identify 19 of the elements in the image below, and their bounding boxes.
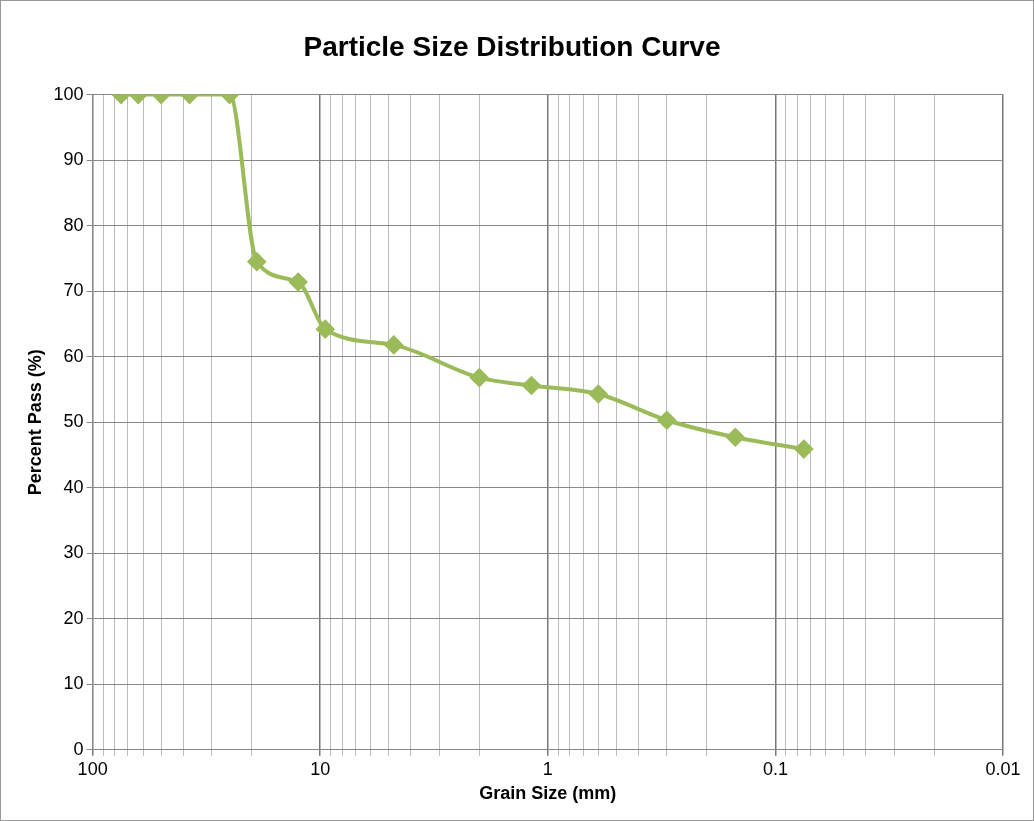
- x-tick-label: 10: [310, 758, 331, 779]
- y-tick-label: 0: [73, 738, 84, 759]
- y-axis-title: Percent Pass (%): [24, 349, 45, 496]
- y-tick-label: 40: [63, 476, 84, 497]
- x-tick-label: 0.01: [985, 758, 1021, 779]
- y-tick-label: 20: [63, 607, 84, 628]
- chart-title: Particle Size Distribution Curve: [303, 30, 721, 62]
- y-tick-label: 50: [63, 411, 84, 432]
- y-tick-label: 100: [53, 83, 84, 104]
- y-tick-label: 80: [63, 214, 84, 235]
- x-tick-label: 1: [542, 758, 553, 779]
- y-tick-label: 90: [63, 149, 84, 170]
- x-tick-label: 100: [77, 758, 108, 779]
- x-tick-label: 0.1: [762, 758, 788, 779]
- y-tick-label: 30: [63, 542, 84, 563]
- y-tick-label: 70: [63, 280, 84, 301]
- x-axis-title: Grain Size (mm): [479, 783, 617, 804]
- y-tick-label: 10: [63, 673, 84, 694]
- y-tick-label: 60: [63, 345, 84, 366]
